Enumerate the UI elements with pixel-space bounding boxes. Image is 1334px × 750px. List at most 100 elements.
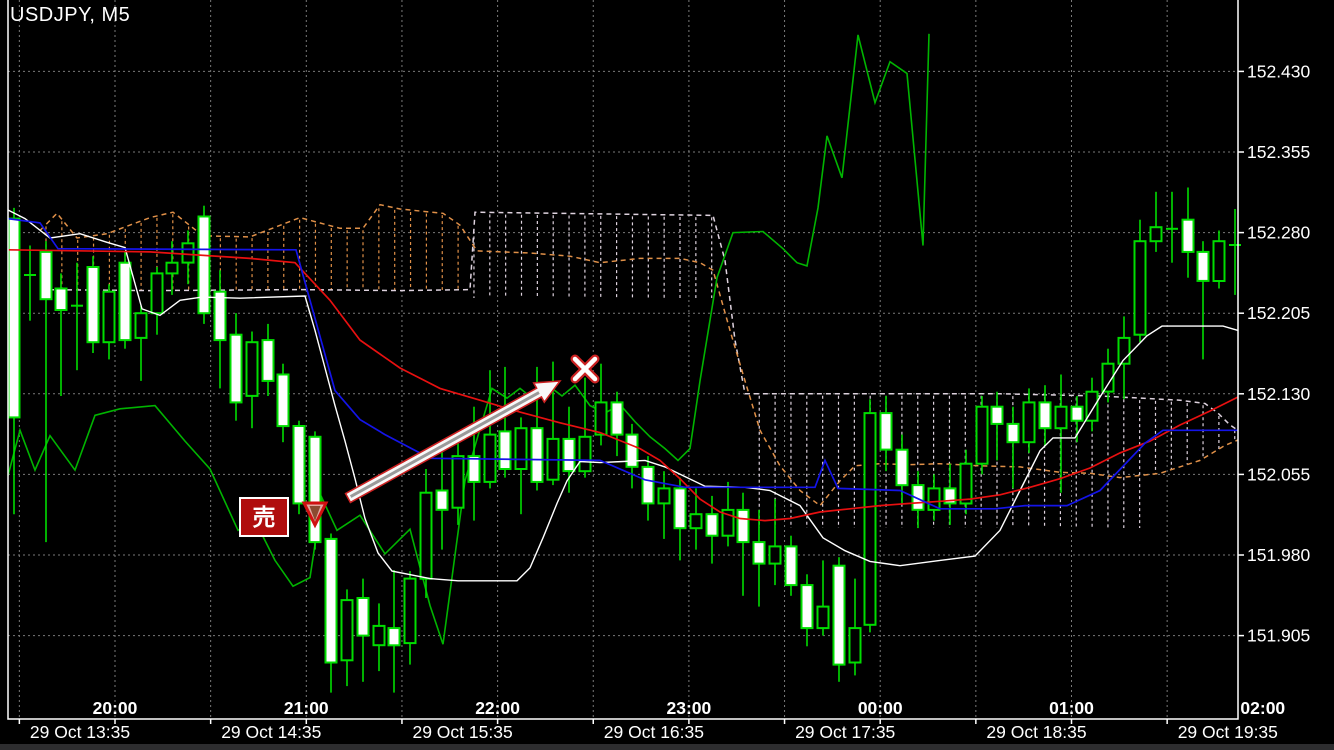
candle-body [197,215,211,315]
candle-body [276,373,290,428]
candle-body [832,564,846,666]
candle-body [721,508,735,537]
candle-body [959,462,973,505]
channel-white-line [7,209,1239,582]
candle-body [641,465,655,505]
candle-body [784,545,798,587]
candle-body [229,333,243,404]
hour-tick-label: 00:00 [858,698,903,718]
hour-tick-label: 21:00 [284,698,329,718]
kijun-sen-line [7,217,1238,510]
candles-layer [7,187,1241,693]
sell-badge: 売 [239,497,289,537]
candle-body [1212,240,1226,282]
hour-tick-label: 22:00 [475,698,520,718]
candle-body [498,430,512,470]
candle-body [800,584,814,630]
candle-body [689,513,703,530]
candle-body [879,412,893,451]
price-tick-label: 152.055 [1247,464,1310,484]
candle-body [356,597,370,637]
date-tick-label: 29 Oct 18:35 [986,722,1086,742]
candle-body [165,261,179,275]
close-x-marker [570,354,600,384]
candle-body [625,433,639,468]
candle-body [1006,422,1020,444]
date-tick-label: 29 Oct 15:35 [412,722,512,742]
candle-body [1054,405,1068,430]
candle-body [752,541,766,565]
candle-body [895,448,909,487]
candle-body [990,405,1004,425]
tenkan-sen-line [7,248,1239,522]
candle-body [1038,401,1052,430]
candle-body [1101,362,1115,393]
candle-body [848,627,862,664]
candle-body [181,242,195,264]
candle-body [736,508,750,544]
axis-labels: 152.430 152.355 152.280 152.205 152.130 152.0… [30,61,1311,742]
candle-body [102,290,116,344]
chart-border-axes [7,0,1244,724]
senkou-span-b-line [39,211,1239,431]
candle-body [245,341,259,397]
candle-body [387,627,401,647]
candle-body [673,487,687,530]
price-tick-label: 152.205 [1247,303,1310,323]
annotations: 売 [239,354,600,537]
candle-body [816,605,830,630]
candle-body [261,339,275,382]
candle-body [562,437,576,473]
candle-body [324,537,338,664]
price-tick-label: 152.430 [1247,61,1311,81]
candle-body [943,487,957,505]
candle-body [768,545,782,565]
candle-body [594,401,608,436]
candle-body [610,401,624,436]
candle-body [54,287,68,311]
trend-arrow [344,380,562,504]
symbol-title: USDJPY, M5 [10,4,131,26]
candle-body [86,266,100,344]
candle-body [514,427,528,471]
price-tick-label: 152.130 [1247,384,1311,404]
candle-body [435,489,449,511]
senkou-span-a-line [39,203,1239,507]
channel-white-layer [7,209,1239,582]
candle-body [1149,226,1163,243]
candle-body [578,435,592,473]
candle-body [1196,250,1210,282]
candle-body [7,217,21,419]
hour-tick-label: 01:00 [1049,698,1094,718]
candle-body [467,455,481,483]
home-indicator-strip [0,744,1334,750]
candle-body [1085,390,1099,422]
candle-body [403,577,417,645]
price-tick-label: 151.905 [1247,626,1310,646]
candle-body [1117,336,1131,365]
candle-body [372,624,386,647]
price-tick-label: 152.280 [1247,223,1311,243]
date-tick-label: 29 Oct 19:35 [1178,722,1278,742]
candle-body [451,455,465,509]
candle-body [1070,405,1084,422]
candle-body [308,435,322,544]
price-tick-label: 151.980 [1247,545,1311,565]
candle-body [911,484,925,511]
candle-body [530,427,544,483]
candle-body [292,425,306,505]
candle-body [863,412,877,626]
candle-body [213,290,227,342]
candle-body [1022,401,1036,444]
candle-body [134,312,148,339]
date-tick-label: 29 Oct 16:35 [604,722,704,742]
senkou-span-lines [39,203,1239,507]
kijun-sen-layer [7,217,1238,510]
candle-body [705,513,719,537]
date-tick-label: 29 Oct 13:35 [30,722,130,742]
date-tick-label: 29 Oct 17:35 [795,722,895,742]
candle-body [118,261,132,342]
candle-body [657,487,671,505]
